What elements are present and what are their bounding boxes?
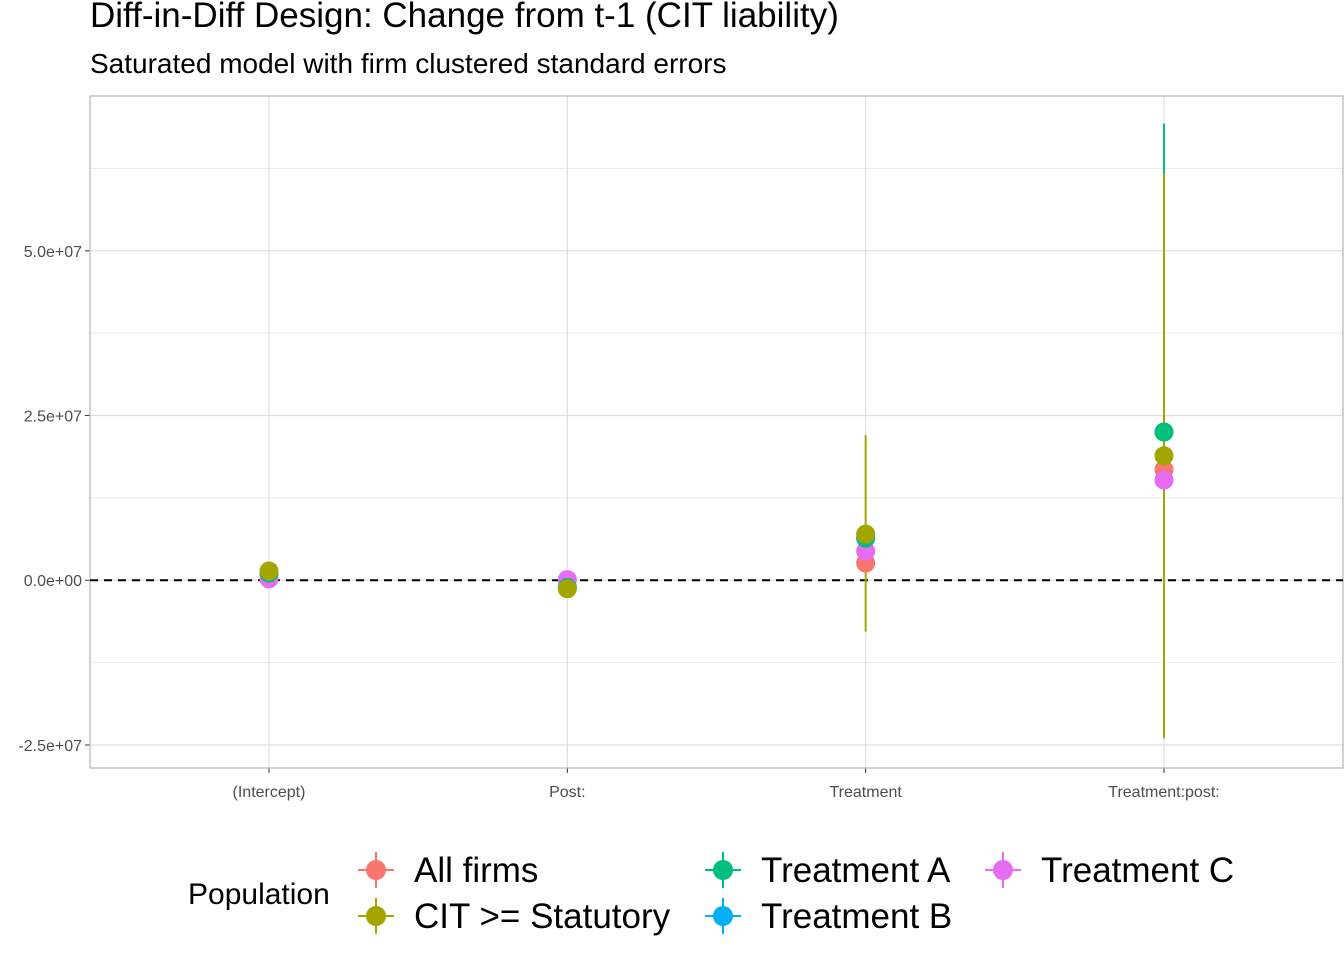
legend-key-point bbox=[713, 860, 733, 880]
data-point bbox=[1154, 422, 1174, 442]
legend: Population All firms CIT >= Statutory Treat… bbox=[188, 851, 1234, 936]
y-tick-label: 2.5e+07 bbox=[24, 409, 82, 426]
axes: -2.5e+07 0.0e+00 2.5e+07 5.0e+07 (Intercept)… bbox=[18, 95, 1344, 801]
panel-border bbox=[89, 95, 1344, 769]
data-point bbox=[557, 579, 577, 599]
points bbox=[259, 422, 1174, 599]
legend-label: Treatment B bbox=[761, 897, 952, 936]
x-tick-label: Post: bbox=[549, 784, 585, 801]
y-tick-label: 5.0e+07 bbox=[24, 244, 82, 261]
legend-key-point bbox=[366, 906, 386, 926]
chart-title: Diff-in-Diff Design: Change from t-1 (CI… bbox=[90, 0, 839, 35]
legend-title: Population bbox=[188, 878, 330, 911]
legend-label: All firms bbox=[414, 851, 538, 890]
x-tick-label: Treatment:post: bbox=[1108, 784, 1219, 801]
legend-label: Treatment C bbox=[1041, 851, 1234, 890]
data-point bbox=[856, 524, 876, 544]
error-bars bbox=[864, 123, 1165, 739]
data-point bbox=[1154, 446, 1174, 466]
data-point bbox=[856, 541, 876, 561]
y-tick-label: 0.0e+00 bbox=[24, 573, 82, 590]
legend-label: CIT >= Statutory bbox=[414, 897, 671, 936]
legend-label: Treatment A bbox=[761, 851, 951, 890]
legend-key-point bbox=[993, 860, 1013, 880]
x-tick-label: Treatment bbox=[830, 784, 903, 801]
data-point bbox=[259, 561, 279, 581]
x-tick-label: (Intercept) bbox=[233, 784, 306, 801]
legend-key-point bbox=[713, 906, 733, 926]
legend-key-point bbox=[366, 860, 386, 880]
chart-subtitle: Saturated model with firm clustered stan… bbox=[90, 48, 727, 79]
y-tick-label: -2.5e+07 bbox=[18, 738, 82, 755]
data-point bbox=[1154, 470, 1174, 490]
